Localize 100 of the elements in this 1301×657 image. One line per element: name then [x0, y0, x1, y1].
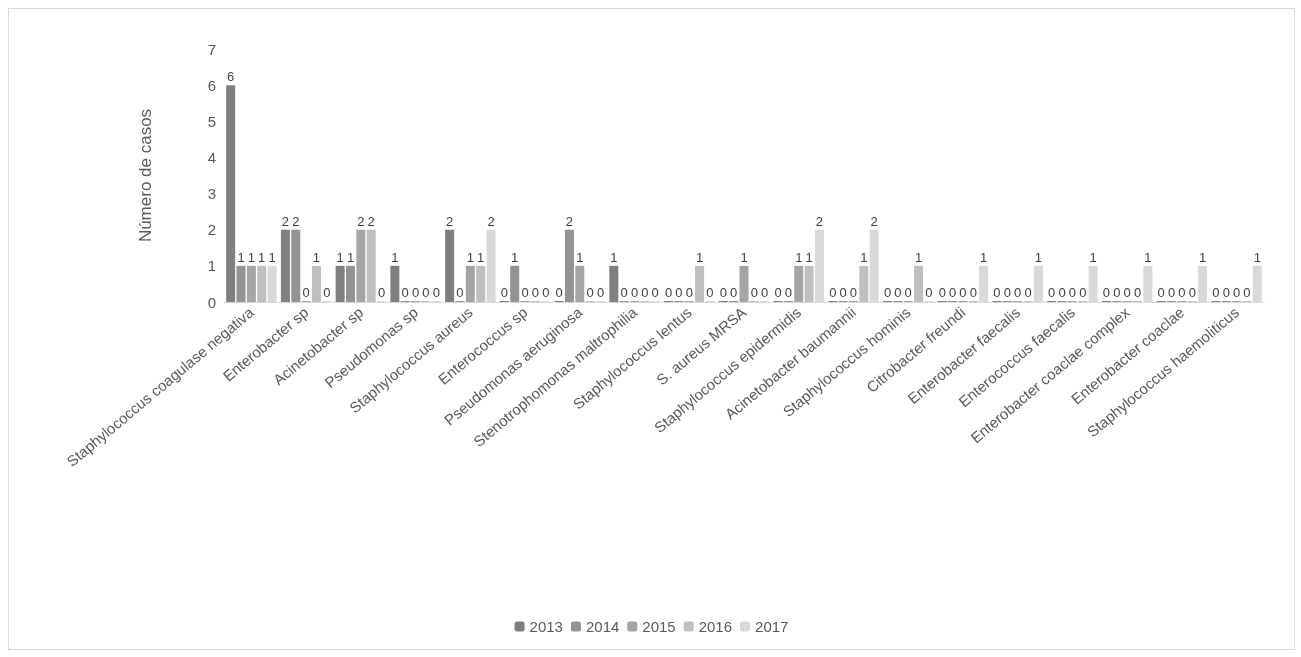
data-label: 0: [1157, 285, 1165, 300]
data-label: 0: [664, 285, 673, 300]
data-label: 0: [456, 285, 464, 300]
y-tick-label: 6: [207, 76, 216, 94]
data-label: 0: [432, 285, 440, 300]
data-label: 0: [555, 285, 563, 300]
bar: [390, 265, 400, 302]
data-label: 1: [805, 249, 813, 265]
data-label: 0: [1113, 285, 1121, 300]
bar: [257, 265, 267, 302]
data-label: 2: [815, 213, 824, 229]
bar: [280, 229, 290, 302]
data-label: 0: [719, 285, 727, 300]
data-label: 0: [883, 285, 892, 300]
data-label: 1: [696, 249, 704, 265]
data-label: 0: [675, 285, 683, 300]
y-axis-title: Número de casos: [136, 108, 155, 243]
bar: [914, 265, 924, 302]
data-label: 0: [849, 285, 858, 300]
data-label: 1: [258, 249, 266, 265]
data-label: 0: [829, 285, 837, 300]
data-label: 0: [706, 285, 714, 300]
data-label: 1: [511, 249, 519, 265]
data-label: 0: [542, 285, 550, 300]
bar: [356, 229, 366, 302]
data-label: 2: [367, 213, 375, 229]
data-label: 2: [487, 213, 495, 229]
y-tick-label: 3: [207, 185, 216, 203]
bar: [226, 85, 236, 302]
data-label: 0: [1003, 285, 1011, 300]
data-label: 1: [312, 249, 321, 265]
data-label: 0: [1222, 285, 1230, 300]
bar: [804, 265, 814, 302]
bar: [794, 265, 804, 302]
data-label: 0: [377, 285, 386, 300]
data-label: 0: [422, 285, 430, 300]
data-label: 0: [531, 285, 540, 300]
y-tick-label: 7: [207, 40, 216, 58]
data-label: 1: [1144, 249, 1152, 265]
bar: [564, 229, 574, 302]
data-label: 1: [795, 249, 803, 265]
data-label: 1: [247, 249, 255, 265]
data-label: 0: [586, 285, 594, 300]
data-label: 0: [630, 285, 639, 300]
data-label: 0: [1102, 285, 1111, 300]
bar: [445, 229, 455, 302]
data-label: 0: [651, 285, 659, 300]
data-label: 1: [1253, 249, 1261, 265]
data-label: 0: [1212, 285, 1220, 300]
data-label: 0: [1243, 285, 1251, 300]
data-label: 2: [870, 213, 878, 229]
data-label: 0: [1233, 285, 1241, 300]
y-tick-label: 5: [207, 112, 216, 130]
data-label: 1: [346, 249, 355, 265]
bar: [366, 229, 376, 302]
data-label: 0: [1068, 285, 1077, 300]
data-label: 0: [521, 285, 529, 300]
y-tick-label: 0: [207, 293, 216, 311]
data-label: 0: [1188, 285, 1196, 300]
data-label: 0: [938, 285, 946, 300]
data-label: 1: [466, 249, 474, 265]
data-label: 0: [730, 285, 738, 300]
data-label: 0: [761, 285, 769, 300]
data-label: 0: [1133, 285, 1142, 300]
data-label: 0: [784, 285, 792, 300]
data-label: 2: [565, 213, 574, 229]
data-label: 0: [1167, 285, 1176, 300]
data-label: 0: [774, 285, 782, 300]
data-label: 0: [1024, 285, 1032, 300]
data-label: 0: [1123, 285, 1131, 300]
bar: [859, 265, 869, 302]
data-label: 2: [292, 213, 300, 229]
y-tick-label: 4: [207, 148, 216, 166]
data-label: 1: [576, 249, 584, 265]
bar: [345, 265, 355, 302]
legend-label: 2013: [529, 618, 563, 635]
data-label: 1: [914, 249, 923, 265]
data-label: 0: [948, 285, 957, 300]
data-label: 1: [1034, 249, 1042, 265]
data-label: 0: [1079, 285, 1087, 300]
bar: [246, 265, 256, 302]
data-label: 1: [1089, 249, 1097, 265]
bar: [739, 265, 749, 302]
data-label: 1: [740, 249, 748, 265]
bar: [609, 265, 619, 302]
data-label: 0: [500, 285, 508, 300]
data-label: 0: [1178, 285, 1186, 300]
bar: [695, 265, 705, 302]
bar: [465, 265, 475, 302]
bar: [575, 265, 585, 302]
legend-label: 2016: [698, 618, 733, 635]
bar: [236, 265, 246, 302]
data-label: 0: [1014, 285, 1022, 300]
data-label: 2: [281, 213, 290, 229]
data-label: 0: [925, 285, 933, 300]
bar: [510, 265, 520, 302]
data-label: 1: [610, 249, 618, 265]
data-label: 0: [323, 285, 331, 300]
bar: [476, 265, 486, 302]
data-label: 0: [641, 285, 649, 300]
